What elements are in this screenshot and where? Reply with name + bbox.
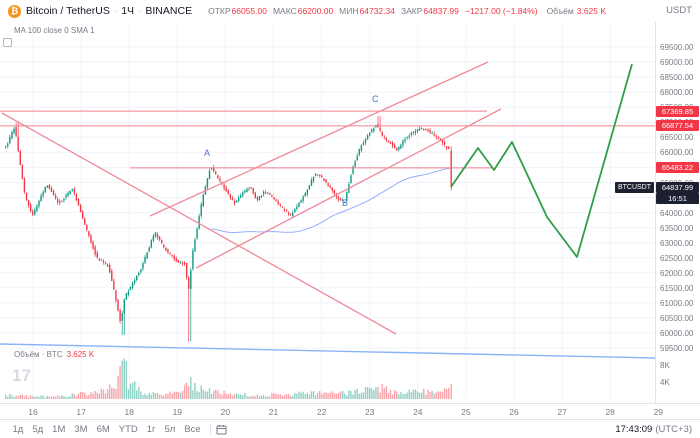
range-buttons: 1д 5д 1М 3М 6М YTD 1г 5л Все — [8, 424, 205, 435]
range-button-Все[interactable]: Все — [184, 423, 201, 435]
range-button-1г[interactable]: 1г — [146, 423, 156, 435]
calendar-icon[interactable] — [216, 424, 227, 435]
price-level-badge: 65483.22 — [656, 162, 699, 174]
current-price-badge: 64837.99 — [656, 181, 699, 193]
exchange-label: BINANCE — [145, 5, 193, 17]
time-tick: 19 — [172, 407, 183, 417]
interval-selector[interactable]: 1Ч — [121, 5, 135, 17]
bottom-toolbar: 1д 5д 1М 3М 6М YTD 1г 5л Все 17:43:09 (UTC+3) — [0, 419, 700, 438]
time-tick: 24 — [413, 407, 423, 417]
time-tick: 25 — [461, 407, 471, 417]
volume-tick: 4K — [660, 378, 670, 387]
range-button-YTD[interactable]: YTD — [118, 423, 138, 435]
price-tick: 69500.00 — [660, 43, 694, 52]
volume-pane-legend[interactable]: Объём · BTC 3.625 K — [14, 350, 94, 359]
price-tick: 59500.00 — [660, 344, 694, 353]
time-tick: 28 — [605, 407, 615, 417]
header-volume-value: 3.625 K — [576, 6, 607, 16]
ohlc-label: ЗАКР — [400, 6, 423, 16]
ohlc-value: 66055.00 — [231, 6, 267, 16]
chart-header: ₿ Bitcoin / TetherUS · 1Ч · BINANCE ОТКР… — [0, 0, 700, 22]
time-tick: 17 — [76, 407, 86, 417]
time-tick: 18 — [124, 407, 134, 417]
price-tick: 66000.00 — [660, 148, 694, 158]
price-tick: 61000.00 — [660, 298, 694, 308]
price-tick: 66500.00 — [660, 133, 694, 143]
time-tick: 22 — [316, 407, 327, 417]
change-value: −1217.00 (−1.84%) — [464, 6, 538, 16]
price-level-badge: 66877.54 — [656, 120, 699, 132]
time-tick: 20 — [220, 407, 231, 417]
separator-dot: · — [138, 5, 142, 17]
time-tick: 26 — [509, 407, 519, 417]
header-volume-label: Объём — [546, 6, 574, 16]
range-button-5д[interactable]: 5д — [32, 423, 44, 435]
toolbar-divider — [210, 424, 212, 434]
ma-indicator-legend[interactable]: MA 100 close 0 SMA 1 — [14, 26, 95, 35]
price-tick: 62000.00 — [660, 268, 694, 278]
ohlc-label: МИН — [339, 6, 359, 16]
ohlc-value: 64732.34 — [359, 6, 395, 16]
time-tick: 23 — [364, 407, 375, 417]
price-tick: 68000.00 — [660, 88, 694, 98]
price-tick: 64000.00 — [660, 208, 694, 218]
separator-dot: · — [113, 5, 118, 17]
price-axis[interactable]: 69500.0069000.0068500.0068000.0067500.00… — [655, 22, 700, 403]
price-tick: 60500.00 — [660, 313, 694, 323]
candle-countdown-badge: 16:51 — [656, 193, 699, 205]
volume-pane-value: 3.625 K — [66, 350, 95, 359]
price-tick: 69000.00 — [660, 58, 694, 67]
ohlc-values: ОТКР66055.00 МАКС66200.00 МИН64732.34 ЗАКР6… — [202, 6, 459, 16]
range-button-6М[interactable]: 6М — [96, 423, 110, 435]
ohlc-value: 64837.99 — [423, 6, 459, 16]
symbol-title[interactable]: Bitcoin / TetherUS — [26, 5, 110, 17]
pane-control-icon[interactable] — [3, 38, 12, 47]
range-button-1д[interactable]: 1д — [12, 423, 24, 435]
price-tick: 68500.00 — [660, 73, 694, 83]
time-axis[interactable]: 16 17 18 19 20 21 22 23 24 25 26 27 28 29 — [0, 403, 700, 419]
price-tick: 63000.00 — [660, 238, 694, 248]
tradingview-watermark: 17 — [12, 366, 31, 385]
price-tick: 63500.00 — [660, 223, 694, 233]
range-button-1М[interactable]: 1М — [52, 423, 66, 435]
price-tick: 62500.00 — [660, 253, 694, 263]
price-level-badge: 67369.85 — [656, 105, 699, 117]
ohlc-label: ОТКР — [208, 6, 231, 16]
clock-time: 17:43:09 — [615, 423, 653, 435]
price-tick: 61500.00 — [660, 283, 694, 293]
range-button-3М[interactable]: 3М — [74, 423, 88, 435]
time-tick: 21 — [268, 407, 279, 417]
wave-label: А — [204, 148, 211, 158]
wave-label: В — [342, 198, 349, 208]
ohlc-value: 66200.00 — [297, 6, 334, 16]
ohlc-label: МАКС — [272, 6, 297, 16]
quote-currency-label[interactable]: USDT — [666, 5, 692, 16]
range-button-5л[interactable]: 5л — [164, 423, 176, 435]
clock-timezone: (UTC+3) — [655, 423, 692, 435]
time-tick: 29 — [653, 407, 664, 417]
time-tick: 27 — [557, 407, 567, 417]
wave-label: С — [372, 94, 379, 104]
symbol-tag: BTCUSDT — [614, 181, 654, 193]
price-tick: 60000.00 — [660, 329, 694, 338]
volume-pane-label: Объём · BTC — [14, 350, 63, 359]
clock[interactable]: 17:43:09 (UTC+3) — [615, 424, 692, 435]
volume-tick: 8K — [660, 361, 670, 370]
time-tick: 16 — [28, 407, 38, 417]
bitcoin-icon: ₿ — [8, 4, 21, 18]
